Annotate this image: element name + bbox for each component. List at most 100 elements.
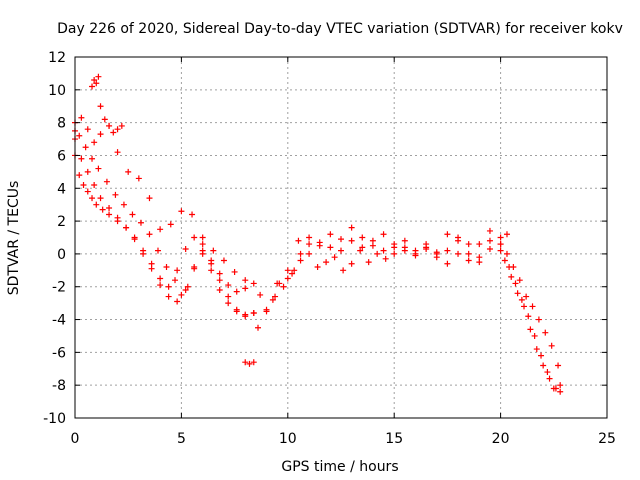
data-point bbox=[78, 114, 85, 121]
data-point bbox=[89, 195, 96, 202]
data-point bbox=[263, 306, 270, 313]
data-point bbox=[135, 175, 142, 182]
data-point bbox=[374, 250, 381, 257]
data-point bbox=[216, 277, 223, 284]
y-axis-label: SDTVAR / TECUs bbox=[6, 181, 22, 296]
data-point bbox=[199, 247, 206, 254]
data-point bbox=[542, 329, 549, 336]
data-point bbox=[131, 236, 138, 243]
data-point bbox=[89, 83, 96, 90]
series-track-j bbox=[501, 257, 564, 392]
data-point bbox=[191, 264, 198, 271]
data-point bbox=[297, 257, 304, 264]
data-point bbox=[163, 264, 170, 271]
data-point bbox=[250, 280, 257, 287]
data-point bbox=[199, 234, 206, 241]
data-point bbox=[257, 291, 264, 298]
data-point bbox=[225, 300, 232, 307]
data-point bbox=[76, 132, 83, 139]
data-point bbox=[295, 237, 302, 244]
data-point bbox=[93, 201, 100, 208]
data-point bbox=[503, 250, 510, 257]
data-point bbox=[348, 260, 355, 267]
data-point bbox=[80, 181, 87, 188]
data-point bbox=[465, 250, 472, 257]
y-tick-label: 2 bbox=[57, 214, 66, 230]
data-point bbox=[182, 245, 189, 252]
plot-frame bbox=[74, 56, 608, 419]
data-point bbox=[508, 273, 515, 280]
data-point bbox=[140, 250, 147, 257]
data-point bbox=[557, 388, 564, 395]
y-tick-label: 6 bbox=[57, 148, 66, 164]
data-point bbox=[548, 342, 555, 349]
data-point bbox=[531, 332, 538, 339]
data-point bbox=[178, 291, 185, 298]
y-tick-label: -10 bbox=[43, 411, 66, 427]
data-point bbox=[97, 103, 104, 110]
data-point bbox=[523, 293, 530, 300]
data-point bbox=[501, 257, 508, 264]
data-point bbox=[114, 149, 121, 156]
data-point bbox=[137, 219, 144, 226]
data-point bbox=[255, 324, 262, 331]
data-point bbox=[118, 122, 125, 129]
data-point bbox=[465, 241, 472, 248]
data-point bbox=[518, 296, 525, 303]
data-point bbox=[497, 247, 504, 254]
data-point bbox=[382, 255, 389, 262]
data-point bbox=[516, 277, 523, 284]
data-point bbox=[557, 382, 564, 389]
data-point bbox=[284, 267, 291, 274]
x-tick-label: 25 bbox=[598, 431, 616, 447]
data-point bbox=[323, 259, 330, 266]
data-point bbox=[338, 247, 344, 254]
data-point bbox=[444, 231, 451, 238]
data-point bbox=[93, 80, 100, 87]
data-point bbox=[191, 234, 198, 241]
axis-ticks: 0 5 10 15 20 25 -10 -8 -6 -4 -2 0 2 4 6 8 10 12 bbox=[43, 50, 616, 447]
data-point bbox=[284, 275, 291, 282]
data-point bbox=[497, 234, 504, 241]
data-point bbox=[521, 303, 528, 310]
data-point bbox=[338, 236, 344, 243]
data-point bbox=[331, 254, 338, 261]
data-point bbox=[123, 224, 130, 231]
data-point bbox=[506, 264, 513, 271]
data-point bbox=[112, 191, 119, 198]
data-point bbox=[369, 237, 376, 244]
data-point bbox=[165, 283, 172, 290]
data-point bbox=[106, 204, 113, 211]
data-point bbox=[455, 237, 462, 244]
data-point bbox=[546, 375, 553, 382]
data-point bbox=[327, 244, 334, 251]
data-point bbox=[340, 267, 347, 274]
data-point bbox=[231, 268, 238, 275]
series-track-e bbox=[89, 73, 125, 136]
data-point bbox=[182, 287, 189, 294]
data-point bbox=[78, 155, 85, 162]
y-tick-label: -2 bbox=[52, 280, 66, 296]
data-point bbox=[527, 326, 534, 333]
data-point bbox=[172, 277, 179, 284]
data-point bbox=[533, 346, 540, 353]
data-point bbox=[199, 241, 206, 248]
data-point bbox=[280, 283, 287, 290]
data-point bbox=[497, 241, 504, 248]
data-point bbox=[357, 247, 364, 254]
data-point bbox=[157, 275, 164, 282]
data-point bbox=[97, 131, 104, 138]
data-point bbox=[503, 231, 510, 238]
data-point bbox=[125, 168, 132, 175]
data-point bbox=[289, 270, 296, 277]
data-point bbox=[433, 249, 440, 256]
y-tick-label: -8 bbox=[52, 378, 66, 394]
data-point bbox=[225, 282, 232, 289]
data-point bbox=[91, 139, 98, 146]
data-point bbox=[146, 231, 153, 238]
data-point bbox=[535, 316, 542, 323]
data-point bbox=[184, 283, 191, 290]
series-track-g bbox=[255, 234, 504, 331]
data-point bbox=[444, 260, 451, 267]
